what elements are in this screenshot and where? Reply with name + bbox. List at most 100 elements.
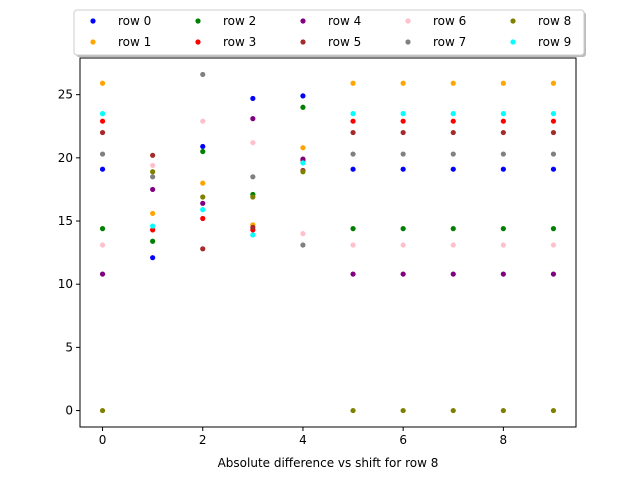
point-row-8 xyxy=(99,407,106,414)
point-row-1 xyxy=(350,80,356,86)
point-row-0 xyxy=(99,166,106,172)
point-row-7 xyxy=(250,174,256,180)
point-row-8 xyxy=(550,407,557,414)
legend-marker xyxy=(405,39,411,45)
point-row-6 xyxy=(450,242,456,248)
point-row-2 xyxy=(99,225,106,232)
point-row-6 xyxy=(250,140,256,146)
y-tick-label: 20 xyxy=(58,151,73,165)
point-row-0 xyxy=(500,166,506,172)
y-axis: 0 5 10 15 20 25 xyxy=(58,88,80,418)
legend-box xyxy=(73,9,585,56)
point-row-4 xyxy=(350,271,356,277)
point-row-9 xyxy=(350,111,356,117)
legend-marker xyxy=(405,18,411,24)
point-row-9 xyxy=(500,111,506,117)
point-row-6 xyxy=(300,231,306,237)
point-row-3 xyxy=(150,227,156,233)
point-row-7 xyxy=(99,151,106,157)
point-row-9 xyxy=(250,232,256,238)
legend-marker xyxy=(300,18,306,24)
legend-label: row 2 xyxy=(223,14,256,28)
point-row-0 xyxy=(150,255,156,261)
point-row-0 xyxy=(300,93,306,99)
legend-label: row 9 xyxy=(538,35,571,49)
point-row-9 xyxy=(450,111,456,117)
point-row-6 xyxy=(150,162,156,169)
legend-marker xyxy=(90,39,96,45)
point-row-0 xyxy=(450,166,456,172)
legend-label: row 5 xyxy=(328,35,361,49)
x-tick-label: 2 xyxy=(199,433,207,447)
point-row-2 xyxy=(550,225,557,232)
point-row-8 xyxy=(400,407,406,414)
point-row-2 xyxy=(200,148,206,155)
point-row-0 xyxy=(250,95,256,102)
point-row-5 xyxy=(550,129,557,136)
legend-marker xyxy=(510,18,516,24)
legend-label: row 8 xyxy=(538,14,571,28)
point-row-8 xyxy=(200,194,206,200)
point-row-7 xyxy=(550,151,557,157)
point-row-6 xyxy=(350,242,356,248)
point-row-9 xyxy=(200,207,206,213)
legend: row 0 row 1 row 2 row 3 row 4 row 5 row 6 row 7… xyxy=(73,9,586,57)
point-row-8 xyxy=(350,407,356,414)
point-row-6 xyxy=(500,242,506,248)
data-points xyxy=(99,71,557,414)
legend-label: row 7 xyxy=(433,35,466,49)
x-tick-label: 4 xyxy=(299,433,307,447)
point-row-9 xyxy=(400,111,406,117)
point-row-3 xyxy=(500,118,506,124)
point-row-8 xyxy=(500,407,506,414)
point-row-4 xyxy=(150,186,156,193)
point-row-5 xyxy=(250,224,256,230)
point-row-0 xyxy=(350,166,356,172)
point-row-4 xyxy=(550,271,557,277)
point-row-5 xyxy=(99,129,106,136)
y-tick-label: 25 xyxy=(58,88,73,102)
point-row-8 xyxy=(300,169,306,175)
point-row-7 xyxy=(300,242,306,248)
point-row-1 xyxy=(500,80,506,86)
legend-label: row 1 xyxy=(118,35,151,49)
point-row-4 xyxy=(450,271,456,277)
point-row-6 xyxy=(550,242,557,248)
point-row-9 xyxy=(300,160,306,166)
point-row-3 xyxy=(400,118,406,124)
legend-label: row 3 xyxy=(223,35,256,49)
legend-marker xyxy=(300,39,306,45)
legend-marker xyxy=(195,18,201,24)
point-row-5 xyxy=(450,129,456,136)
point-row-2 xyxy=(500,225,506,232)
point-row-7 xyxy=(500,151,506,157)
x-tick-label: 6 xyxy=(399,433,407,447)
point-row-3 xyxy=(550,118,557,124)
point-row-1 xyxy=(200,180,206,186)
point-row-7 xyxy=(450,151,456,157)
point-row-2 xyxy=(400,225,406,232)
legend-marker xyxy=(90,18,96,24)
point-row-1 xyxy=(300,145,306,151)
point-row-5 xyxy=(350,129,356,136)
point-row-1 xyxy=(150,210,156,217)
point-row-5 xyxy=(400,129,406,136)
point-row-6 xyxy=(200,118,206,124)
x-axis-label: Absolute difference vs shift for row 8 xyxy=(218,456,439,470)
legend-label: row 6 xyxy=(433,14,466,28)
y-tick-label: 10 xyxy=(58,277,73,291)
legend-label: row 4 xyxy=(328,14,361,28)
point-row-3 xyxy=(350,118,356,124)
point-row-4 xyxy=(500,271,506,277)
point-row-8 xyxy=(250,194,256,200)
point-row-5 xyxy=(500,129,506,136)
point-row-4 xyxy=(200,200,206,206)
point-row-7 xyxy=(400,151,406,157)
point-row-2 xyxy=(450,225,456,232)
legend-label: row 0 xyxy=(118,14,151,28)
x-axis: 0 2 4 6 8 xyxy=(99,427,507,447)
point-row-2 xyxy=(150,238,156,244)
point-row-6 xyxy=(99,242,106,248)
x-tick-label: 0 xyxy=(99,433,107,447)
x-tick-label: 8 xyxy=(500,433,508,447)
